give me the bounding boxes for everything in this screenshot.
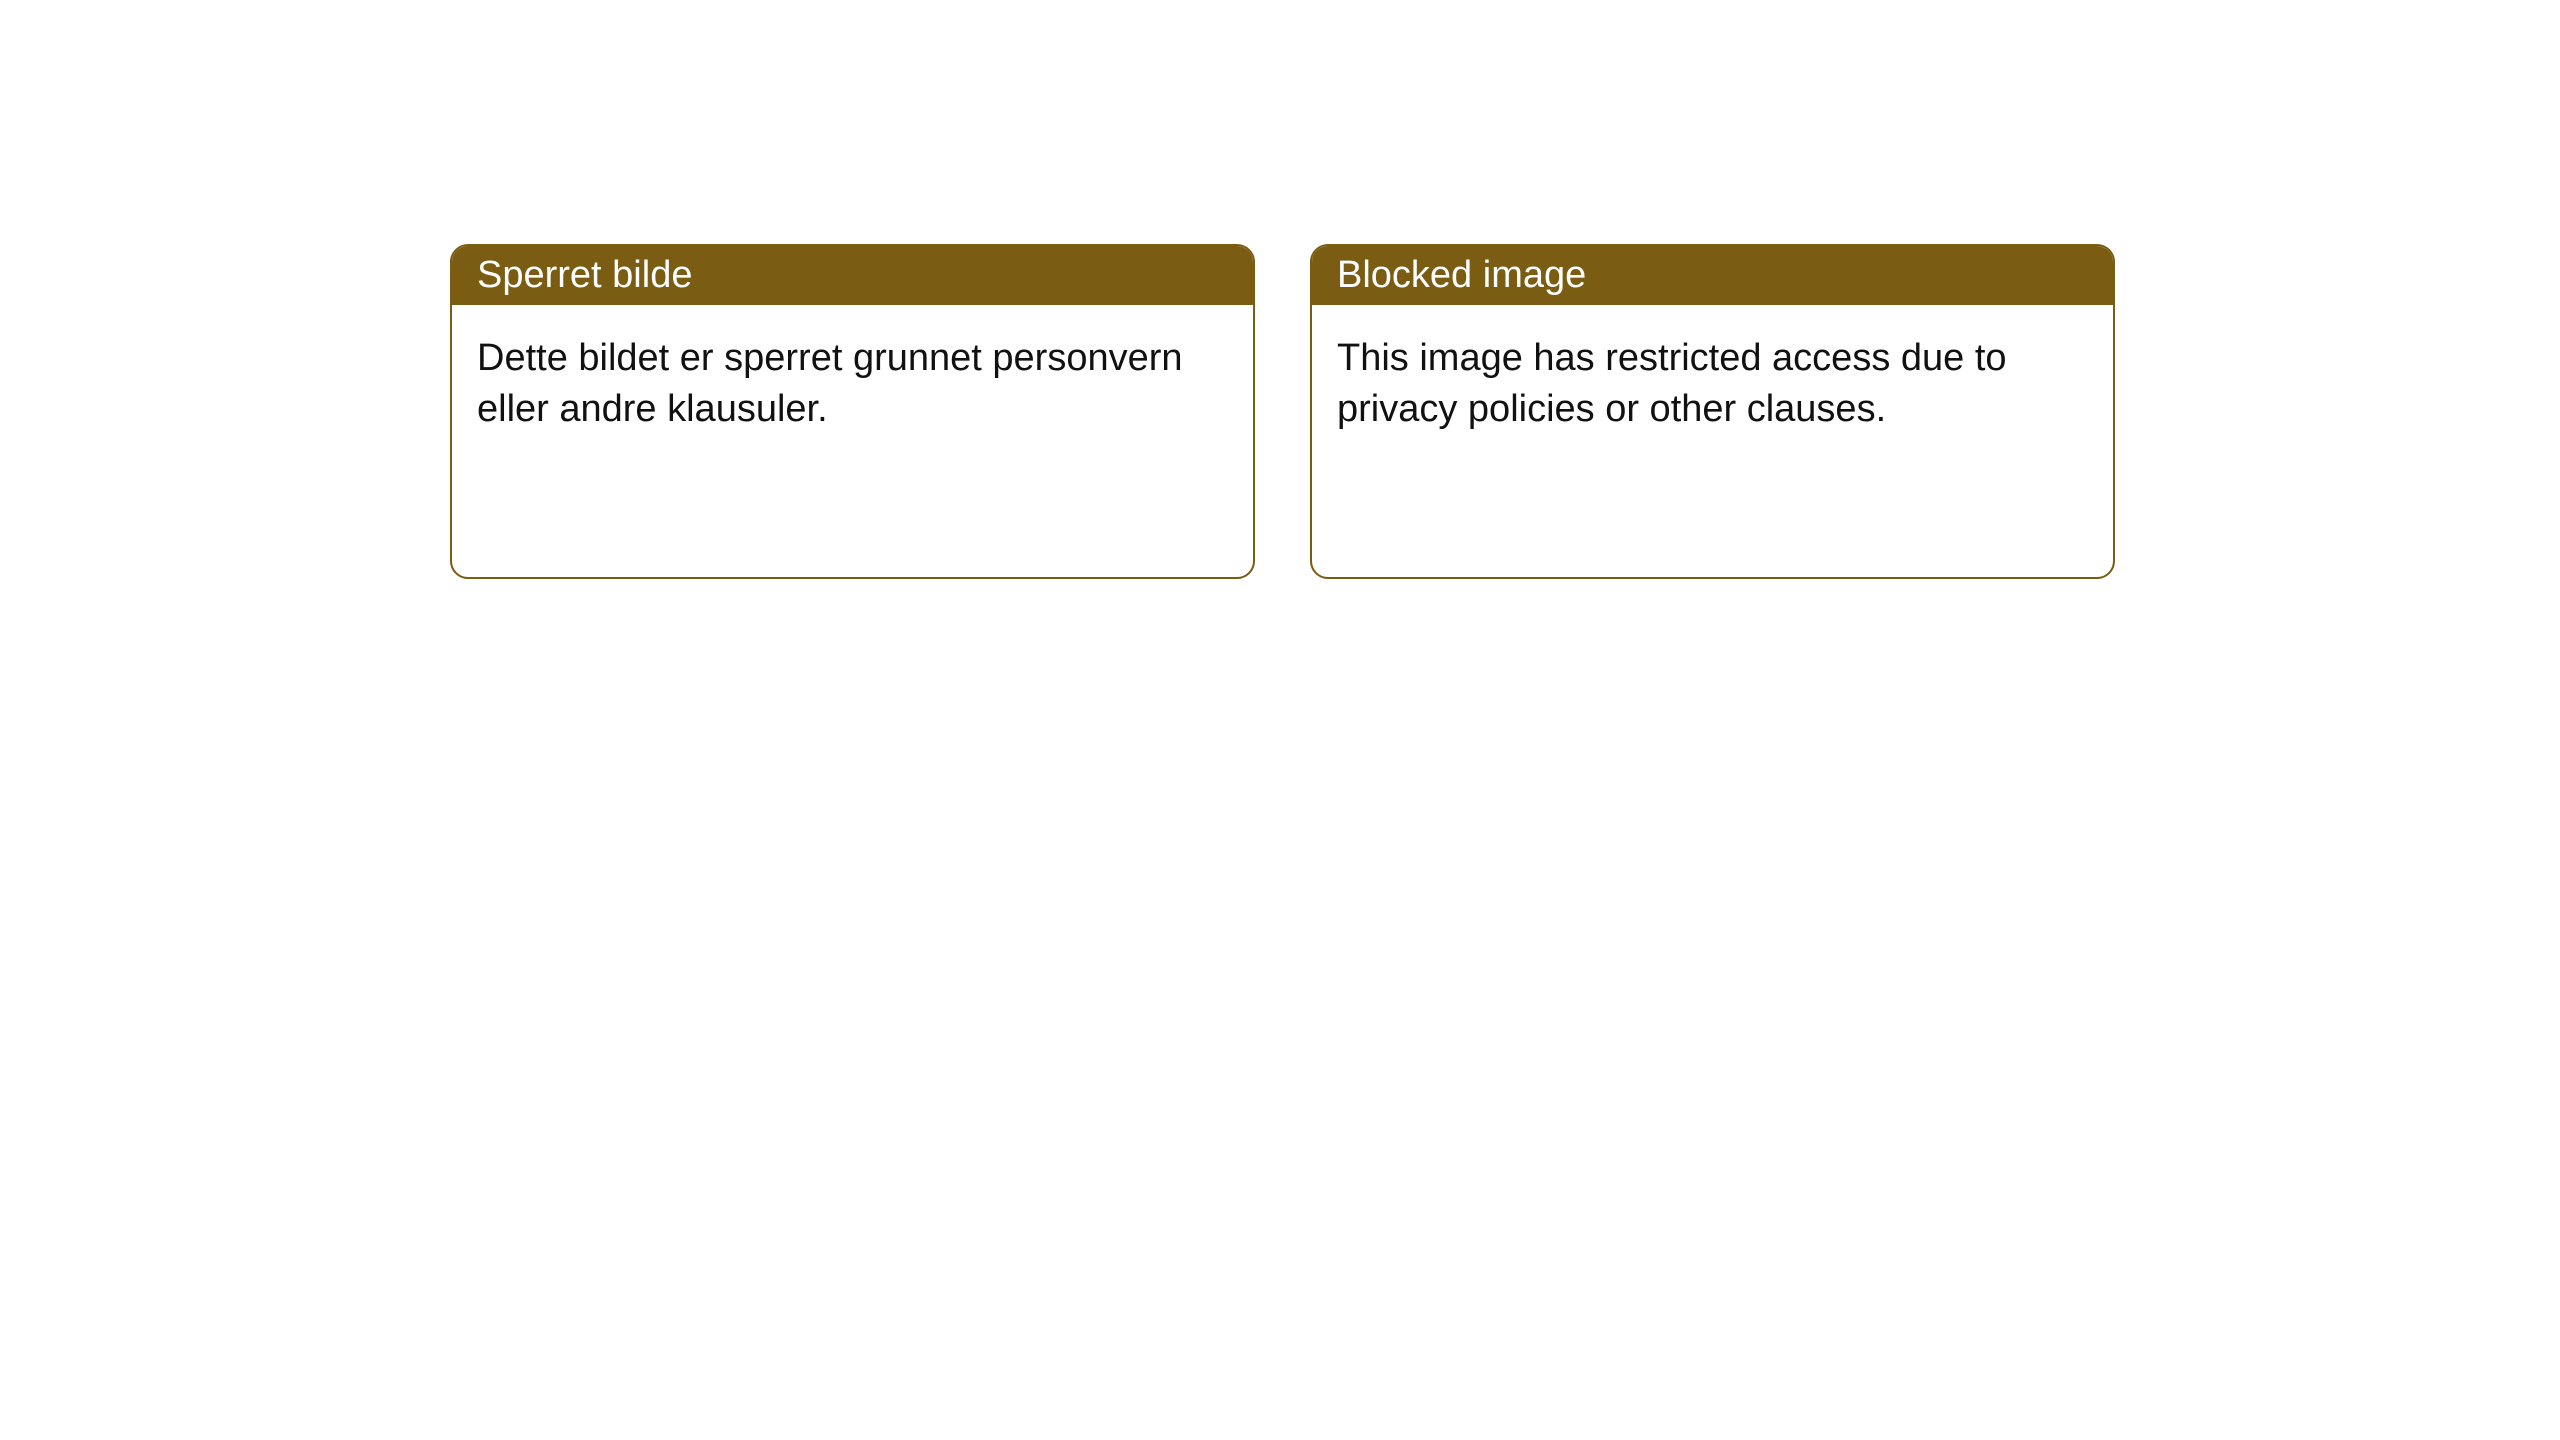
notice-title: Blocked image bbox=[1337, 254, 1586, 296]
notice-body: Dette bildet er sperret grunnet personve… bbox=[452, 305, 1253, 464]
notice-body-text: This image has restricted access due to … bbox=[1337, 337, 2007, 430]
notice-header: Sperret bilde bbox=[452, 246, 1253, 305]
notice-container: Sperret bilde Dette bildet er sperret gr… bbox=[0, 0, 2560, 579]
notice-title: Sperret bilde bbox=[477, 254, 692, 296]
notice-card-norwegian: Sperret bilde Dette bildet er sperret gr… bbox=[450, 244, 1255, 579]
notice-header: Blocked image bbox=[1312, 246, 2113, 305]
notice-body-text: Dette bildet er sperret grunnet personve… bbox=[477, 337, 1183, 430]
notice-body: This image has restricted access due to … bbox=[1312, 305, 2113, 464]
notice-card-english: Blocked image This image has restricted … bbox=[1310, 244, 2115, 579]
